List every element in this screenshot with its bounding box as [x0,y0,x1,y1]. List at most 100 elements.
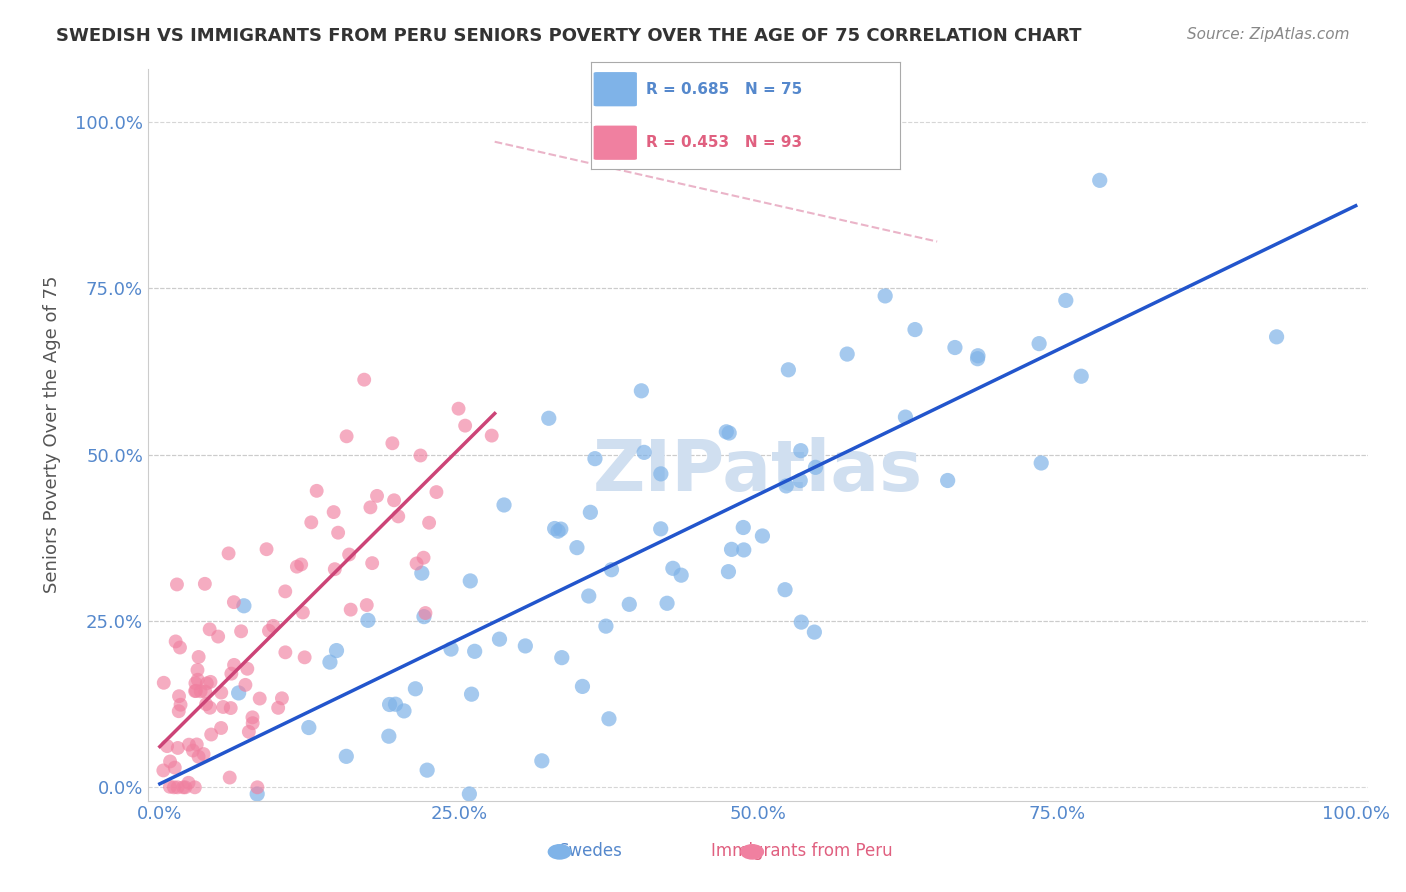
Point [565,541,588,555]
Point [356,598,378,612]
Point [454,418,477,433]
Point [936,474,959,488]
Point [1054,293,1077,308]
Point [207,630,229,644]
Point [218,546,240,560]
Point [464,644,486,658]
Point [294,650,316,665]
Point [291,606,314,620]
Point [274,645,297,659]
Point [598,712,620,726]
Point [222,595,245,609]
Point [242,716,264,731]
Point [804,460,827,475]
Point [163,761,186,775]
Point [163,780,186,795]
Point [669,568,692,582]
Point [246,780,269,795]
Point [298,721,321,735]
Point [447,401,470,416]
Point [717,565,740,579]
Point [412,550,434,565]
Point [411,566,433,581]
Point [460,687,482,701]
Point [492,498,515,512]
Point [515,639,537,653]
Point [194,577,217,591]
Point [262,619,284,633]
Point [198,622,221,636]
Point [323,562,346,576]
Point [359,500,381,515]
Point [1265,330,1288,344]
Point [966,351,988,366]
Point [353,373,375,387]
Point [195,697,218,711]
FancyBboxPatch shape [593,126,637,160]
Point [186,663,208,677]
Point [381,436,404,450]
Point [187,649,209,664]
Point [212,700,235,714]
Point [187,673,209,687]
Point [579,505,602,519]
Point [249,691,271,706]
Point [177,776,200,790]
Point [159,755,181,769]
Point [458,787,481,801]
Point [875,289,897,303]
Point [392,704,415,718]
Point [186,738,208,752]
Point [337,548,360,562]
Point [232,599,254,613]
Point [152,675,174,690]
Point [242,710,264,724]
Point [235,678,257,692]
Text: Immigrants from Peru: Immigrants from Peru [710,842,893,860]
Point [166,577,188,591]
Point [551,650,574,665]
Point [336,429,359,443]
Point [299,516,322,530]
Point [790,443,813,458]
Point [193,747,215,761]
Point [326,525,349,540]
Point [190,684,212,698]
Point [600,563,623,577]
Point [267,701,290,715]
Point [416,763,439,777]
Point [409,449,432,463]
Point [384,697,406,711]
Point [595,619,617,633]
Point [716,425,738,439]
Point [184,676,207,690]
Point [1070,369,1092,384]
Point [943,341,966,355]
Point [778,363,800,377]
Point [229,624,252,639]
Text: Source: ZipAtlas.com: Source: ZipAtlas.com [1187,27,1350,42]
Y-axis label: Seniors Poverty Over the Age of 75: Seniors Poverty Over the Age of 75 [44,276,60,593]
Point [290,558,312,572]
Point [238,724,260,739]
Point [720,542,742,557]
Point [181,743,204,757]
Point [894,410,917,425]
Point [904,322,927,336]
Point [236,662,259,676]
Point [166,780,188,795]
Point [415,606,437,620]
Point [425,485,447,500]
Point [198,700,221,714]
Point [156,739,179,753]
Point [152,764,174,778]
Point [633,445,655,459]
Point [790,615,813,629]
Point [194,684,217,698]
Point [169,640,191,655]
Point [655,596,678,610]
Point [1028,336,1050,351]
Point [530,754,553,768]
Point [167,704,190,718]
Point [803,625,825,640]
